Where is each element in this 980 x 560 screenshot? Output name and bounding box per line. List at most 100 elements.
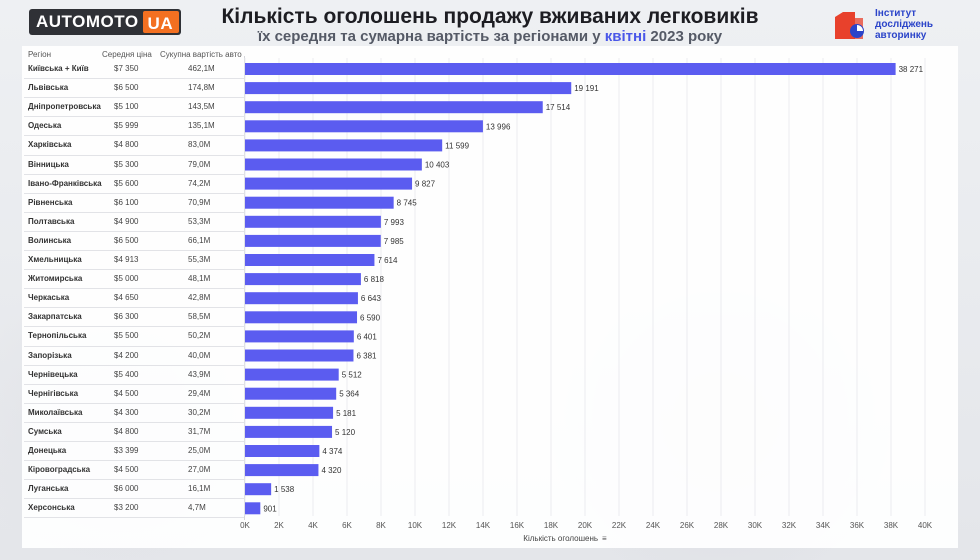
region-cell[interactable]: Донецька [28,446,67,455]
region-cell[interactable]: Дніпропетровська [28,102,101,112]
region-cell[interactable]: Львівська [28,83,69,93]
bar[interactable] [245,292,358,305]
region-cell[interactable]: Вінницька [28,159,69,169]
region-cell[interactable]: Кіровоградська [28,465,91,475]
bar[interactable] [245,139,443,152]
bar[interactable] [245,101,543,114]
price-cell[interactable]: $5 100 [114,102,139,112]
region-cell[interactable]: Сумська [28,426,62,436]
total-cell[interactable]: 70,9M [188,197,211,207]
price-cell[interactable]: $4 913 [114,255,139,264]
total-cell[interactable]: 16,1M [188,484,211,494]
total-cell[interactable]: 48,1M [188,274,211,284]
price-cell[interactable]: $6 500 [114,235,139,245]
total-cell[interactable]: 58,5M [188,312,211,322]
price-cell[interactable]: $4 800 [114,426,139,436]
region-cell[interactable]: Рівненська [28,197,73,207]
bar[interactable] [245,234,381,247]
bar[interactable] [245,158,422,171]
bar[interactable] [245,120,483,133]
region-cell[interactable]: Івано-Франківська [28,178,102,188]
price-cell[interactable]: $5 500 [114,331,139,341]
region-cell[interactable]: Київська + Київ [28,64,89,73]
price-cell[interactable]: $3 399 [114,446,139,455]
price-cell[interactable]: $7 350 [114,64,139,73]
bar[interactable] [245,368,339,381]
price-cell[interactable]: $4 800 [114,140,139,150]
total-cell[interactable]: 143,5M [188,102,215,112]
total-cell[interactable]: 50,2M [188,331,211,341]
bar[interactable] [245,215,381,228]
price-cell[interactable]: $5 999 [114,121,139,131]
total-cell[interactable]: 135,1M [188,121,215,131]
price-cell[interactable]: $4 500 [114,465,139,475]
total-cell[interactable]: 42,8M [188,293,211,303]
institute-logo[interactable]: Інститут досліджень авторинку [833,8,933,41]
bar[interactable] [245,330,354,343]
price-cell[interactable]: $6 100 [114,197,139,207]
price-cell[interactable]: $6 500 [114,83,139,93]
price-cell[interactable]: $6 000 [114,484,139,494]
total-cell[interactable]: 79,0M [188,159,211,169]
region-cell[interactable]: Запорізька [28,350,72,360]
total-cell[interactable]: 462,1M [188,64,215,73]
price-cell[interactable]: $3 200 [114,503,139,513]
bar[interactable] [245,254,375,266]
column-header-total[interactable]: Сукупна вартість авто [160,50,242,59]
total-cell[interactable]: 25,0M [188,446,211,455]
region-cell[interactable]: Одеська [28,121,62,131]
price-cell[interactable]: $5 000 [114,274,139,284]
region-cell[interactable]: Миколаївська [28,407,83,417]
bar[interactable] [245,63,896,75]
region-cell[interactable]: Чернівецька [28,369,78,379]
total-cell[interactable]: 83,0M [188,140,211,150]
x-axis-title[interactable]: Кількість оголошень ≡ [0,534,980,543]
bar[interactable] [245,445,320,457]
total-cell[interactable]: 4,7M [188,503,206,513]
automoto-logo[interactable]: AUTOMOTO UA [29,9,182,35]
region-cell[interactable]: Черкаська [28,293,70,303]
region-cell[interactable]: Житомирська [28,274,83,284]
region-cell[interactable]: Луганська [28,484,69,494]
region-cell[interactable]: Харківська [28,140,72,150]
bar[interactable] [245,311,358,324]
price-cell[interactable]: $4 650 [114,293,139,303]
bar[interactable] [245,464,319,477]
bar[interactable] [245,196,394,209]
bar[interactable] [245,387,337,400]
region-cell[interactable]: Закарпатська [28,312,82,322]
price-cell[interactable]: $5 600 [114,178,139,188]
total-cell[interactable]: 74,2M [188,178,211,188]
price-cell[interactable]: $4 300 [114,407,139,417]
column-header-price[interactable]: Середня ціна [102,50,152,59]
price-cell[interactable]: $5 300 [114,159,139,169]
total-cell[interactable]: 31,7M [188,426,211,436]
bar[interactable] [245,483,272,496]
bar[interactable] [245,177,413,190]
bar[interactable] [245,406,334,419]
region-cell[interactable]: Волинська [28,235,72,245]
price-cell[interactable]: $4 200 [114,350,139,360]
price-cell[interactable]: $4 500 [114,388,139,398]
total-cell[interactable]: 29,4M [188,388,211,398]
total-cell[interactable]: 55,3M [188,255,211,264]
total-cell[interactable]: 30,2M [188,407,211,417]
total-cell[interactable]: 174,8M [188,83,215,93]
region-cell[interactable]: Чернігівська [28,388,79,398]
total-cell[interactable]: 40,0M [188,350,211,360]
bar[interactable] [245,273,361,286]
region-cell[interactable]: Херсонська [28,503,75,513]
price-cell[interactable]: $4 900 [114,216,139,226]
column-header-region[interactable]: Регіон [28,50,51,59]
sort-icon[interactable]: ≡ [602,534,607,543]
bar[interactable] [245,425,333,438]
bar[interactable] [245,349,354,362]
bar[interactable] [245,502,261,515]
total-cell[interactable]: 66,1M [188,235,211,245]
region-cell[interactable]: Хмельницька [28,255,82,264]
price-cell[interactable]: $5 400 [114,369,139,379]
region-cell[interactable]: Полтавська [28,216,75,226]
bar[interactable] [245,82,572,95]
price-cell[interactable]: $6 300 [114,312,139,322]
region-cell[interactable]: Тернопільська [28,331,87,341]
